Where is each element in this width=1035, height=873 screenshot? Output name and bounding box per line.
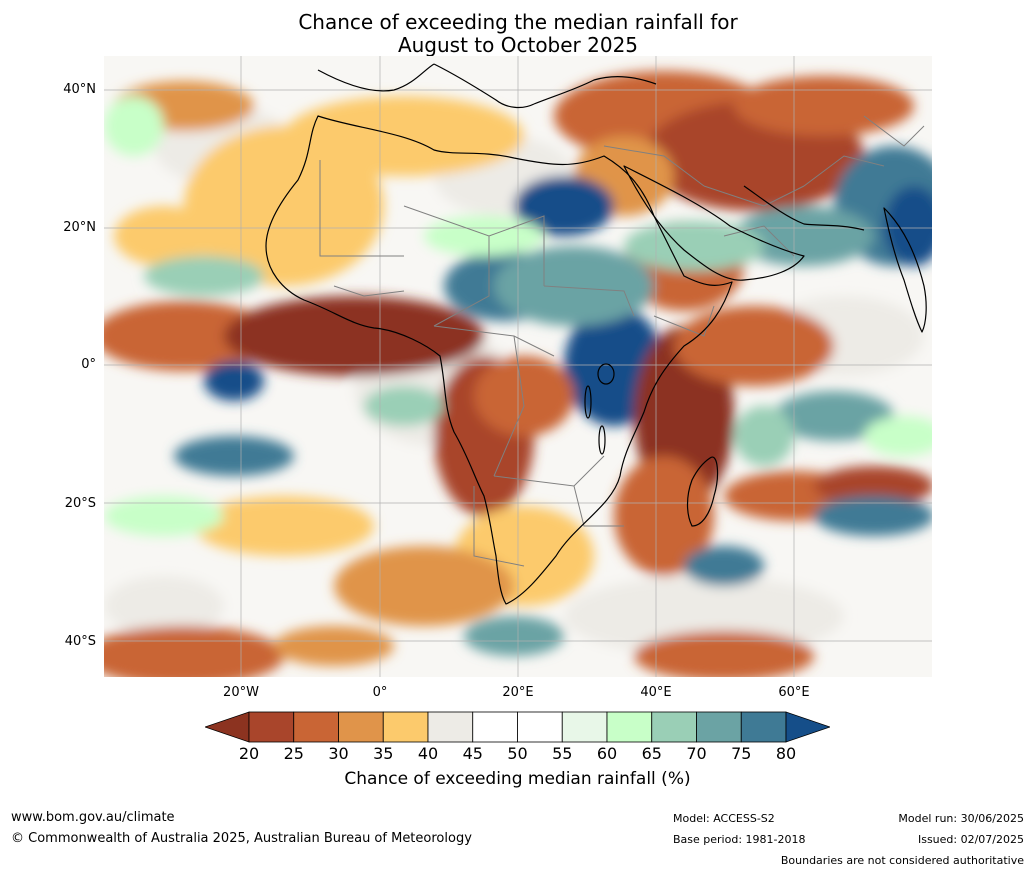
model-name: Model: ACCESS-S2 — [673, 812, 775, 825]
colorbar-segment — [606, 711, 653, 743]
colorbar-tick-label: 20 — [238, 744, 260, 763]
map-title-line1: Chance of exceeding the median rainfall … — [298, 10, 738, 34]
colorbar-segment — [696, 711, 742, 743]
colorbar-segment — [338, 711, 384, 743]
lon-label-20w: 20°W — [223, 685, 259, 700]
colorbar-segment — [248, 711, 295, 743]
boundaries-disclaimer: Boundaries are not considered authoritat… — [780, 854, 1024, 867]
rainfall-fields — [104, 71, 932, 677]
colorbar-segment — [382, 711, 429, 743]
lon-label-20e: 20°E — [502, 685, 534, 700]
model-run-date: Model run: 30/06/2025 — [898, 812, 1024, 825]
colorbar-segment — [293, 711, 339, 743]
colorbar-tick-label: 35 — [373, 744, 394, 763]
colorbar-tick-label: 25 — [283, 744, 304, 763]
website-link[interactable]: www.bom.gov.au/climate — [11, 810, 175, 825]
colorbar-tick-label: 55 — [552, 744, 573, 763]
colorbar-tick-label: 75 — [731, 744, 752, 763]
colorbar-segment — [472, 711, 518, 743]
colorbar-segment — [427, 711, 474, 743]
colorbar-tick-label: 65 — [641, 744, 662, 763]
colorbar-tick-label: 60 — [596, 744, 618, 763]
colorbar-segment — [517, 711, 563, 743]
lon-label-40e: 40°E — [640, 685, 672, 700]
lat-label-40s: 40°S — [64, 634, 96, 649]
coastlines — [265, 63, 927, 605]
issued-date: Issued: 02/07/2025 — [917, 833, 1024, 846]
colorbar-label: Chance of exceeding median rainfall (%) — [344, 769, 691, 789]
copyright-text: © Commonwealth of Australia 2025, Austra… — [11, 831, 472, 846]
colorbar-tick-label: 30 — [328, 744, 349, 763]
base-period: Base period: 1981-2018 — [673, 833, 806, 846]
lon-label-60e: 60°E — [778, 685, 810, 700]
colorbar-under-arrow — [205, 711, 250, 743]
lat-label-0: 0° — [81, 357, 96, 372]
lat-label-20s: 20°S — [64, 496, 96, 511]
colorbar — [205, 711, 830, 743]
colorbar-tick-label: 45 — [462, 744, 483, 763]
colorbar-segment — [740, 711, 787, 743]
colorbar-tick-label: 80 — [775, 744, 797, 763]
map-title-line2: August to October 2025 — [397, 33, 639, 57]
rainfall-map — [104, 56, 932, 677]
colorbar-over-arrow — [785, 711, 830, 743]
lat-label-20n: 20°N — [63, 220, 96, 235]
colorbar-tick-label: 70 — [686, 744, 707, 763]
colorbar-segment — [561, 711, 608, 743]
colorbar-tick-label: 50 — [507, 744, 528, 763]
lat-label-40n: 40°N — [63, 82, 96, 97]
lon-label-0: 0° — [372, 685, 388, 700]
colorbar-tick-label: 40 — [417, 744, 439, 763]
country-borders — [319, 115, 925, 567]
colorbar-segment — [651, 711, 697, 743]
